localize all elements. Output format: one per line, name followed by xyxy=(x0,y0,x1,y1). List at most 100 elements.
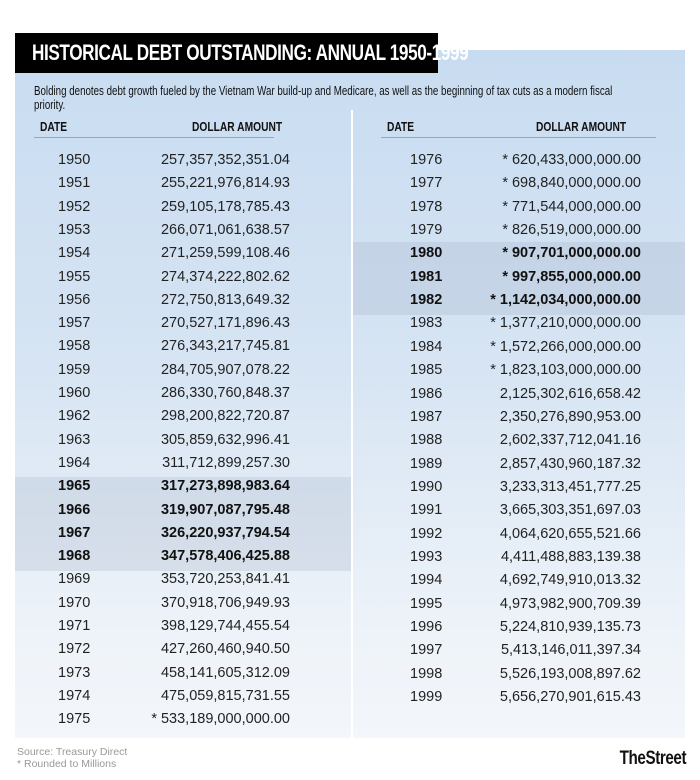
source-note: Source: Treasury Direct xyxy=(17,746,128,758)
row-amount: 2,125,302,616,658.42 xyxy=(499,385,641,402)
left-header-underline xyxy=(34,137,274,138)
table-row: 1984 * 1,572,266,000,000.00 xyxy=(410,336,641,359)
table-row: 1979 * 826,519,000,000.00 xyxy=(410,219,641,242)
row-amount: 319,907,087,795.48 xyxy=(160,501,290,518)
row-date: 1989 xyxy=(410,455,443,472)
table-row: 1970 370,918,706,949.93 xyxy=(58,592,290,615)
table-row: 1992 4,064,620,655,521.66 xyxy=(410,523,641,546)
row-date: 1953 xyxy=(58,221,91,238)
title-bar xyxy=(15,33,438,73)
right-amount-header: DOLLAR AMOUNT xyxy=(536,120,627,134)
table-row: 1977 * 698,840,000,000.00 xyxy=(410,172,641,195)
left-amount-header: DOLLAR AMOUNT xyxy=(192,120,283,134)
row-date: 1964 xyxy=(58,454,91,471)
row-amount: 270,527,171,896.43 xyxy=(160,315,290,332)
row-amount: * 1,823,103,000,000.00 xyxy=(490,362,641,379)
table-row: 1971 398,129,744,455.54 xyxy=(58,615,290,638)
row-amount: * 698,840,000,000.00 xyxy=(502,175,641,192)
row-amount: 4,064,620,655,521.66 xyxy=(499,525,641,542)
table-row: 1967 326,220,937,794.54 xyxy=(58,522,290,545)
row-date: 1979 xyxy=(410,222,443,239)
row-date: 1970 xyxy=(58,594,91,611)
row-amount: 2,857,430,960,187.32 xyxy=(499,455,641,472)
table-row: 1985 * 1,823,103,000,000.00 xyxy=(410,359,641,382)
row-amount: 311,712,899,257.30 xyxy=(162,454,290,471)
row-date: 1957 xyxy=(58,315,91,332)
row-amount: 255,221,976,814.93 xyxy=(160,175,290,192)
row-amount: 271,259,599,108.46 xyxy=(160,245,290,262)
table-row: 1963 305,859,632,996.41 xyxy=(58,429,290,452)
row-date: 1960 xyxy=(58,385,91,401)
row-date: 1956 xyxy=(58,291,91,308)
table-row: 1966 319,907,087,795.48 xyxy=(58,499,290,522)
row-amount: 475,059,815,731.55 xyxy=(160,687,290,704)
table-row: 1996 5,224,810,939,135.73 xyxy=(410,616,641,639)
row-amount: 259,105,178,785.43 xyxy=(160,198,290,215)
row-amount: * 533,189,000,000.00 xyxy=(151,711,290,728)
table-row: 1989 2,857,430,960,187.32 xyxy=(410,453,641,476)
row-date: 1984 xyxy=(410,338,443,355)
row-date: 1992 xyxy=(410,525,443,542)
table-row: 1968 347,578,406,425.88 xyxy=(58,545,290,568)
row-date: 1969 xyxy=(58,571,91,588)
row-date: 1990 xyxy=(410,478,443,495)
row-date: 1955 xyxy=(58,268,91,285)
table-row: 1954 271,259,599,108.46 xyxy=(58,242,290,265)
table-row: 1952 259,105,178,785.43 xyxy=(58,196,290,219)
row-amount: * 997,855,000,000.00 xyxy=(502,268,641,285)
bolding-note: Bolding denotes debt growth fueled by th… xyxy=(34,84,613,112)
row-date: 1973 xyxy=(58,664,91,681)
row-date: 1972 xyxy=(58,641,91,658)
row-date: 1974 xyxy=(58,687,91,704)
table-row: 1955 274,374,222,802.62 xyxy=(58,266,290,289)
table-row: 1969 353,720,253,841.41 xyxy=(58,568,290,591)
row-amount: 458,141,605,312.09 xyxy=(160,664,290,681)
row-date: 1986 xyxy=(410,385,443,402)
row-amount: 4,973,982,900,709.39 xyxy=(499,595,641,612)
row-amount: 276,343,217,745.81 xyxy=(160,338,290,355)
row-amount: * 771,544,000,000.00 xyxy=(502,198,641,215)
row-date: 1951 xyxy=(58,175,91,192)
row-amount: 5,413,146,011,397.34 xyxy=(500,642,641,659)
row-date: 1982 xyxy=(410,292,443,309)
row-date: 1981 xyxy=(410,268,443,285)
table-row: 1990 3,233,313,451,777.25 xyxy=(410,476,641,499)
row-date: 1966 xyxy=(58,501,91,518)
row-date: 1993 xyxy=(410,548,443,565)
column-divider xyxy=(351,110,353,738)
table-row: 1953 266,071,061,638.57 xyxy=(58,219,290,242)
row-amount: 257,357,352,351.04 xyxy=(160,152,290,168)
table-row: 1983 * 1,377,210,000,000.00 xyxy=(410,312,641,335)
table-panel xyxy=(15,50,685,738)
table-row: 1957 270,527,171,896.43 xyxy=(58,312,290,335)
table-row: 1999 5,656,270,901,615.43 xyxy=(410,686,641,709)
row-amount: 317,273,898,983.64 xyxy=(160,478,290,495)
table-row: 1965 317,273,898,983.64 xyxy=(58,475,290,498)
table-row: 1993 4,411,488,883,139.38 xyxy=(410,546,641,569)
table-row: 1976 * 620,433,000,000.00 xyxy=(410,149,641,172)
right-date-header: DATE xyxy=(387,120,415,134)
row-amount: * 907,701,000,000.00 xyxy=(502,245,641,262)
table-row: 1962 298,200,822,720.87 xyxy=(58,405,290,428)
row-amount: * 620,433,000,000.00 xyxy=(502,152,641,168)
row-amount: 266,071,061,638.57 xyxy=(160,221,290,238)
table-row: 1991 3,665,303,351,697.03 xyxy=(410,499,641,522)
row-amount: 272,750,813,649.32 xyxy=(160,291,290,308)
row-amount: 326,220,937,794.54 xyxy=(160,524,290,541)
table-row: 1998 5,526,193,008,897.62 xyxy=(410,663,641,686)
row-amount: 286,330,760,848.37 xyxy=(160,385,290,401)
thestreet-logo: TheStreet xyxy=(619,748,686,769)
row-date: 1962 xyxy=(58,408,91,425)
row-date: 1952 xyxy=(58,198,91,215)
row-amount: 347,578,406,425.88 xyxy=(160,548,290,565)
row-date: 1994 xyxy=(410,572,443,589)
row-amount: * 1,142,034,000,000.00 xyxy=(490,292,641,309)
table-row: 1994 4,692,749,910,013.32 xyxy=(410,569,641,592)
row-date: 1983 xyxy=(410,315,443,332)
row-date: 1976 xyxy=(410,152,443,168)
right-header-underline xyxy=(381,137,656,138)
row-amount: * 826,519,000,000.00 xyxy=(502,222,641,239)
table-row: 1960 286,330,760,848.37 xyxy=(58,382,290,405)
row-date: 1985 xyxy=(410,362,443,379)
row-amount: 284,705,907,078.22 xyxy=(160,361,290,378)
